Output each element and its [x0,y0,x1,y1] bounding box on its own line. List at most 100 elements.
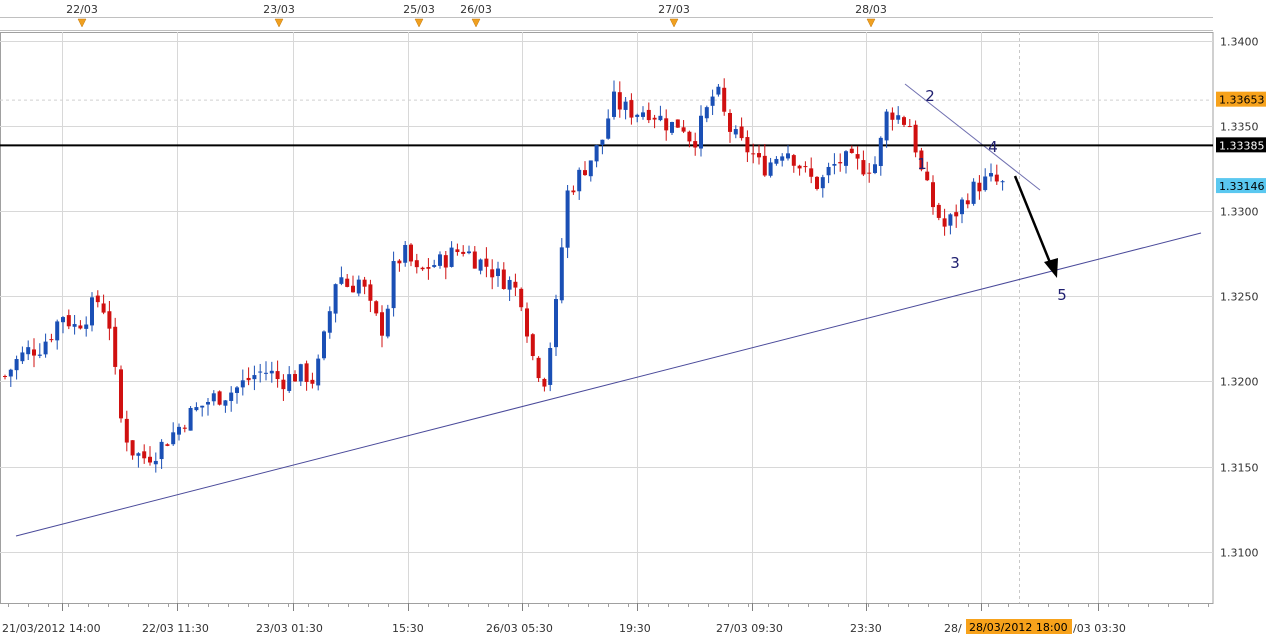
bullish-candle [960,199,964,215]
support-trendline [15,232,1202,537]
bearish-candle [745,137,750,153]
bearish-candle [849,148,854,153]
projection-arrow-shaft [1013,175,1053,266]
bearish-candle [513,281,518,288]
crosshair-time-label: 28/03/2012 18:00 [969,621,1068,634]
bullish-candle [733,129,738,135]
bearish-candle [426,267,431,269]
bullish-candle [600,139,605,145]
bearish-candle [919,150,924,170]
bullish-candle [37,354,42,356]
bullish-candle [948,214,953,226]
bearish-candle [182,427,187,429]
bullish-candle [641,112,645,117]
bearish-candle [293,374,297,382]
bearish-candle [809,168,814,177]
x-tick-label: 22/03 11:30 [142,622,209,635]
bullish-candle [264,372,268,374]
bearish-candle [936,204,941,218]
bullish-candle [188,407,193,431]
bullish-candle [606,118,611,139]
day-separator-marker [274,18,284,28]
bullish-candle [43,341,48,355]
price-tag-label: 1.33653 [1219,94,1265,107]
x-tick-label: 23/03 01:30 [256,622,323,635]
y-tick-label: 1.3200 [1220,376,1259,389]
bearish-candle [954,212,959,217]
x-tick-label: 28/ [944,622,962,635]
bearish-candle [722,87,727,112]
bearish-candle [414,260,419,268]
bullish-candle [704,107,709,119]
bearish-candle [142,451,147,459]
bearish-candle [542,378,547,387]
bullish-candle [211,393,216,402]
bearish-candle [797,165,802,169]
bullish-candle [478,259,483,271]
bullish-candle [449,247,454,267]
bearish-candle [629,100,634,118]
price-tag-label: 1.33385 [1219,139,1265,152]
bearish-candle [664,118,669,131]
bearish-candle [130,440,135,456]
bearish-candle [652,117,657,120]
bearish-candle [374,301,379,314]
bearish-candle [275,371,280,380]
bearish-candle [728,113,732,132]
bearish-candle [368,284,373,301]
bullish-candle [84,324,89,329]
elliott-wave-label-4: 4 [988,138,998,156]
x-tick-label: 19:30 [619,622,651,635]
y-tick-label: 1.3350 [1220,121,1259,134]
bearish-candle [362,279,367,287]
top-date-label: 28/03 [855,3,887,16]
x-tick-label: 27/03 09:30 [716,622,783,635]
bearish-candle [246,377,251,381]
bullish-candle [565,190,570,248]
bullish-candle [832,163,837,166]
plot-frame [0,32,1214,604]
price-tag-label: 1.33146 [1219,180,1265,193]
bullish-candle [768,162,773,176]
bearish-candle [855,154,860,159]
bearish-candle [739,126,744,139]
bearish-candle [304,363,309,382]
bearish-candle [501,269,506,289]
bearish-candle [525,308,529,337]
bearish-candle [148,456,152,463]
bullish-candle [223,400,228,406]
x-tick-label: 23:30 [850,622,882,635]
bullish-candle [287,374,292,391]
bearish-candle [925,171,930,181]
bullish-candle [658,115,663,121]
bullish-candle [670,122,674,133]
bullish-candle [989,173,993,177]
bearish-candle [351,285,355,293]
price-tag-badge [1216,91,1266,107]
bearish-candle [443,255,448,268]
elliott-wave-label-2: 2 [925,87,935,105]
bullish-candle [507,279,512,290]
day-separator-marker [414,18,424,28]
top-date-label: 26/03 [460,3,492,16]
grid-layer [0,17,1214,604]
bearish-candle [420,267,425,270]
bearish-candle [751,153,756,155]
bullish-candle [577,169,582,192]
bearish-candle [530,334,535,357]
bullish-candle [171,432,176,445]
x-tick-label: /03 03:30 [1073,622,1126,635]
bullish-candle [90,297,94,326]
bearish-candle [838,162,843,164]
bullish-candle [240,380,245,388]
bullish-candle [780,156,785,161]
bearish-candle [345,278,350,287]
bearish-candle [617,92,622,110]
bearish-candle [461,251,466,254]
top-date-label: 23/03 [263,3,295,16]
trendline-layer [0,83,1213,537]
bullish-candle [327,311,332,333]
bullish-candle [623,101,628,110]
